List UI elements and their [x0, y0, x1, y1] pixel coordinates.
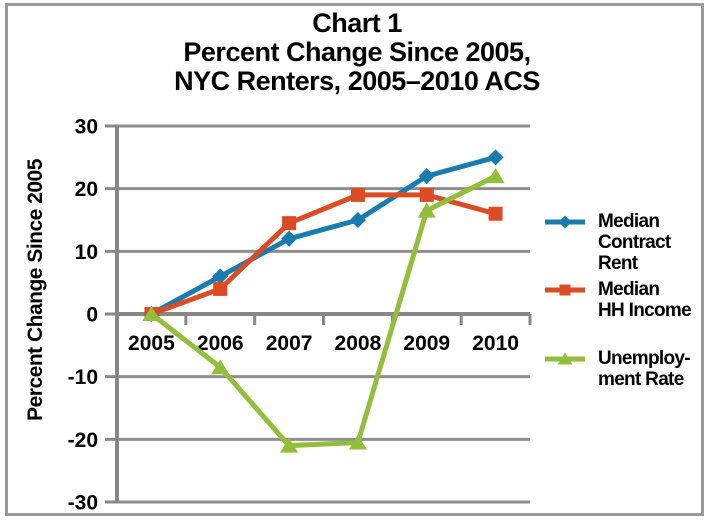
- series-marker-triangle: [280, 437, 299, 453]
- series-marker-diamond: [281, 230, 298, 247]
- series-marker-diamond: [418, 168, 435, 185]
- series-marker-diamond: [349, 212, 366, 228]
- y-tick-label: 10: [75, 241, 98, 264]
- y-tick-label: 30: [75, 116, 98, 139]
- x-tick-label: 2008: [335, 332, 382, 355]
- legend-triangle-icon: [557, 352, 573, 365]
- series-marker-triangle: [486, 168, 505, 184]
- series-marker-triangle: [348, 434, 367, 450]
- legend-label-line: Unemploy-: [598, 348, 691, 369]
- series-line-diamond: [148, 154, 499, 317]
- y-tick-label: -10: [68, 366, 98, 389]
- x-tick-label: 2010: [472, 332, 519, 355]
- x-tick-label: 2006: [197, 332, 244, 355]
- series-marker-triangle: [211, 359, 230, 375]
- legend-square-icon: [559, 284, 571, 296]
- y-tick-label: 0: [86, 304, 98, 327]
- x-tick-label: 2007: [266, 332, 313, 355]
- legend-label-line: ment Rate: [598, 369, 684, 390]
- y-tick-label: -30: [68, 492, 98, 515]
- series-line-triangle: [148, 173, 499, 449]
- series-marker-diamond: [212, 268, 229, 285]
- y-tick-label: -20: [68, 429, 98, 452]
- chart-outer-border: [5, 3, 704, 516]
- line-diamond-marker-icon: [545, 215, 585, 229]
- legend-label-line: Median: [598, 279, 660, 300]
- legend-label-line: Rent: [598, 253, 638, 274]
- x-tick-label: 2005: [128, 332, 175, 355]
- legend-label-line: Contract: [598, 232, 671, 253]
- series-marker-diamond: [487, 149, 504, 166]
- series-marker-square: [350, 187, 365, 202]
- legend-item-median-hh-income: Median HH Income: [545, 279, 692, 321]
- legend-label-line: HH Income: [598, 300, 692, 321]
- series-line-square: [148, 192, 499, 317]
- series-marker-square: [488, 206, 503, 221]
- line-triangle-marker-icon: [545, 352, 585, 365]
- x-tick-label: 2009: [403, 332, 450, 355]
- legend-label-line: Median: [598, 211, 660, 232]
- series-marker-square: [282, 216, 297, 231]
- y-tick-label: 20: [75, 178, 98, 201]
- series-marker-square: [213, 281, 228, 296]
- series-marker-triangle: [142, 306, 161, 321]
- chart-title-line-1: Chart 1: [312, 8, 402, 38]
- legend-diamond-icon: [558, 215, 572, 229]
- chart-title: Chart 1 Percent Change Since 2005, NYC R…: [6, 9, 708, 96]
- legend-item-unemployment-rate: Unemploy- ment Rate: [545, 348, 691, 390]
- chart-title-line-2: Percent Change Since 2005,: [183, 37, 531, 67]
- chart-title-line-3: NYC Renters, 2005–2010 ACS: [174, 66, 540, 96]
- legend-item-median-contract-rent: Median Contract Rent: [545, 211, 671, 274]
- series-marker-triangle: [417, 202, 436, 218]
- line-square-marker-icon: [545, 284, 585, 296]
- series-marker-square: [419, 187, 434, 202]
